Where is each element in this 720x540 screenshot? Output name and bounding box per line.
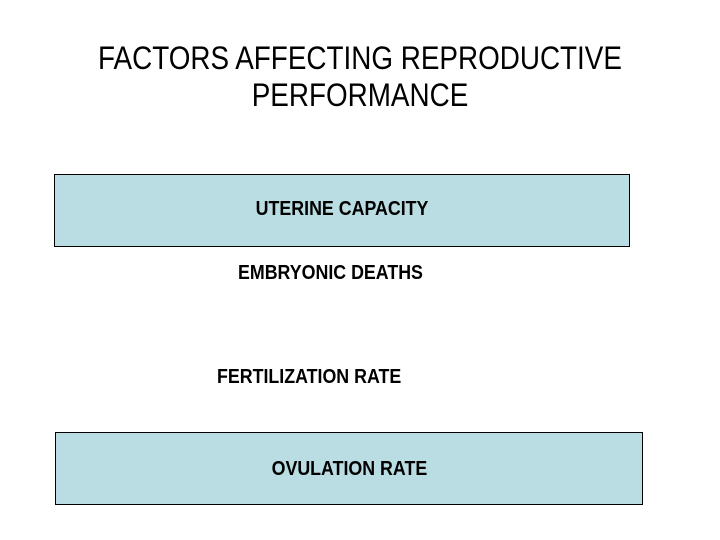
ovulation-rate-box: OVULATION RATE [55,432,643,505]
fertilization-rate-label: FERTILIZATION RATE [217,366,402,388]
ovulation-rate-label: OVULATION RATE [271,457,427,480]
embryonic-deaths-label: EMBRYONIC DEATHS [238,262,423,284]
uterine-capacity-box: UTERINE CAPACITY [54,174,630,247]
uterine-capacity-label: UTERINE CAPACITY [255,198,429,220]
slide-title: FACTORS AFFECTING REPRODUCTIVE PERFORMAN… [98,40,622,113]
